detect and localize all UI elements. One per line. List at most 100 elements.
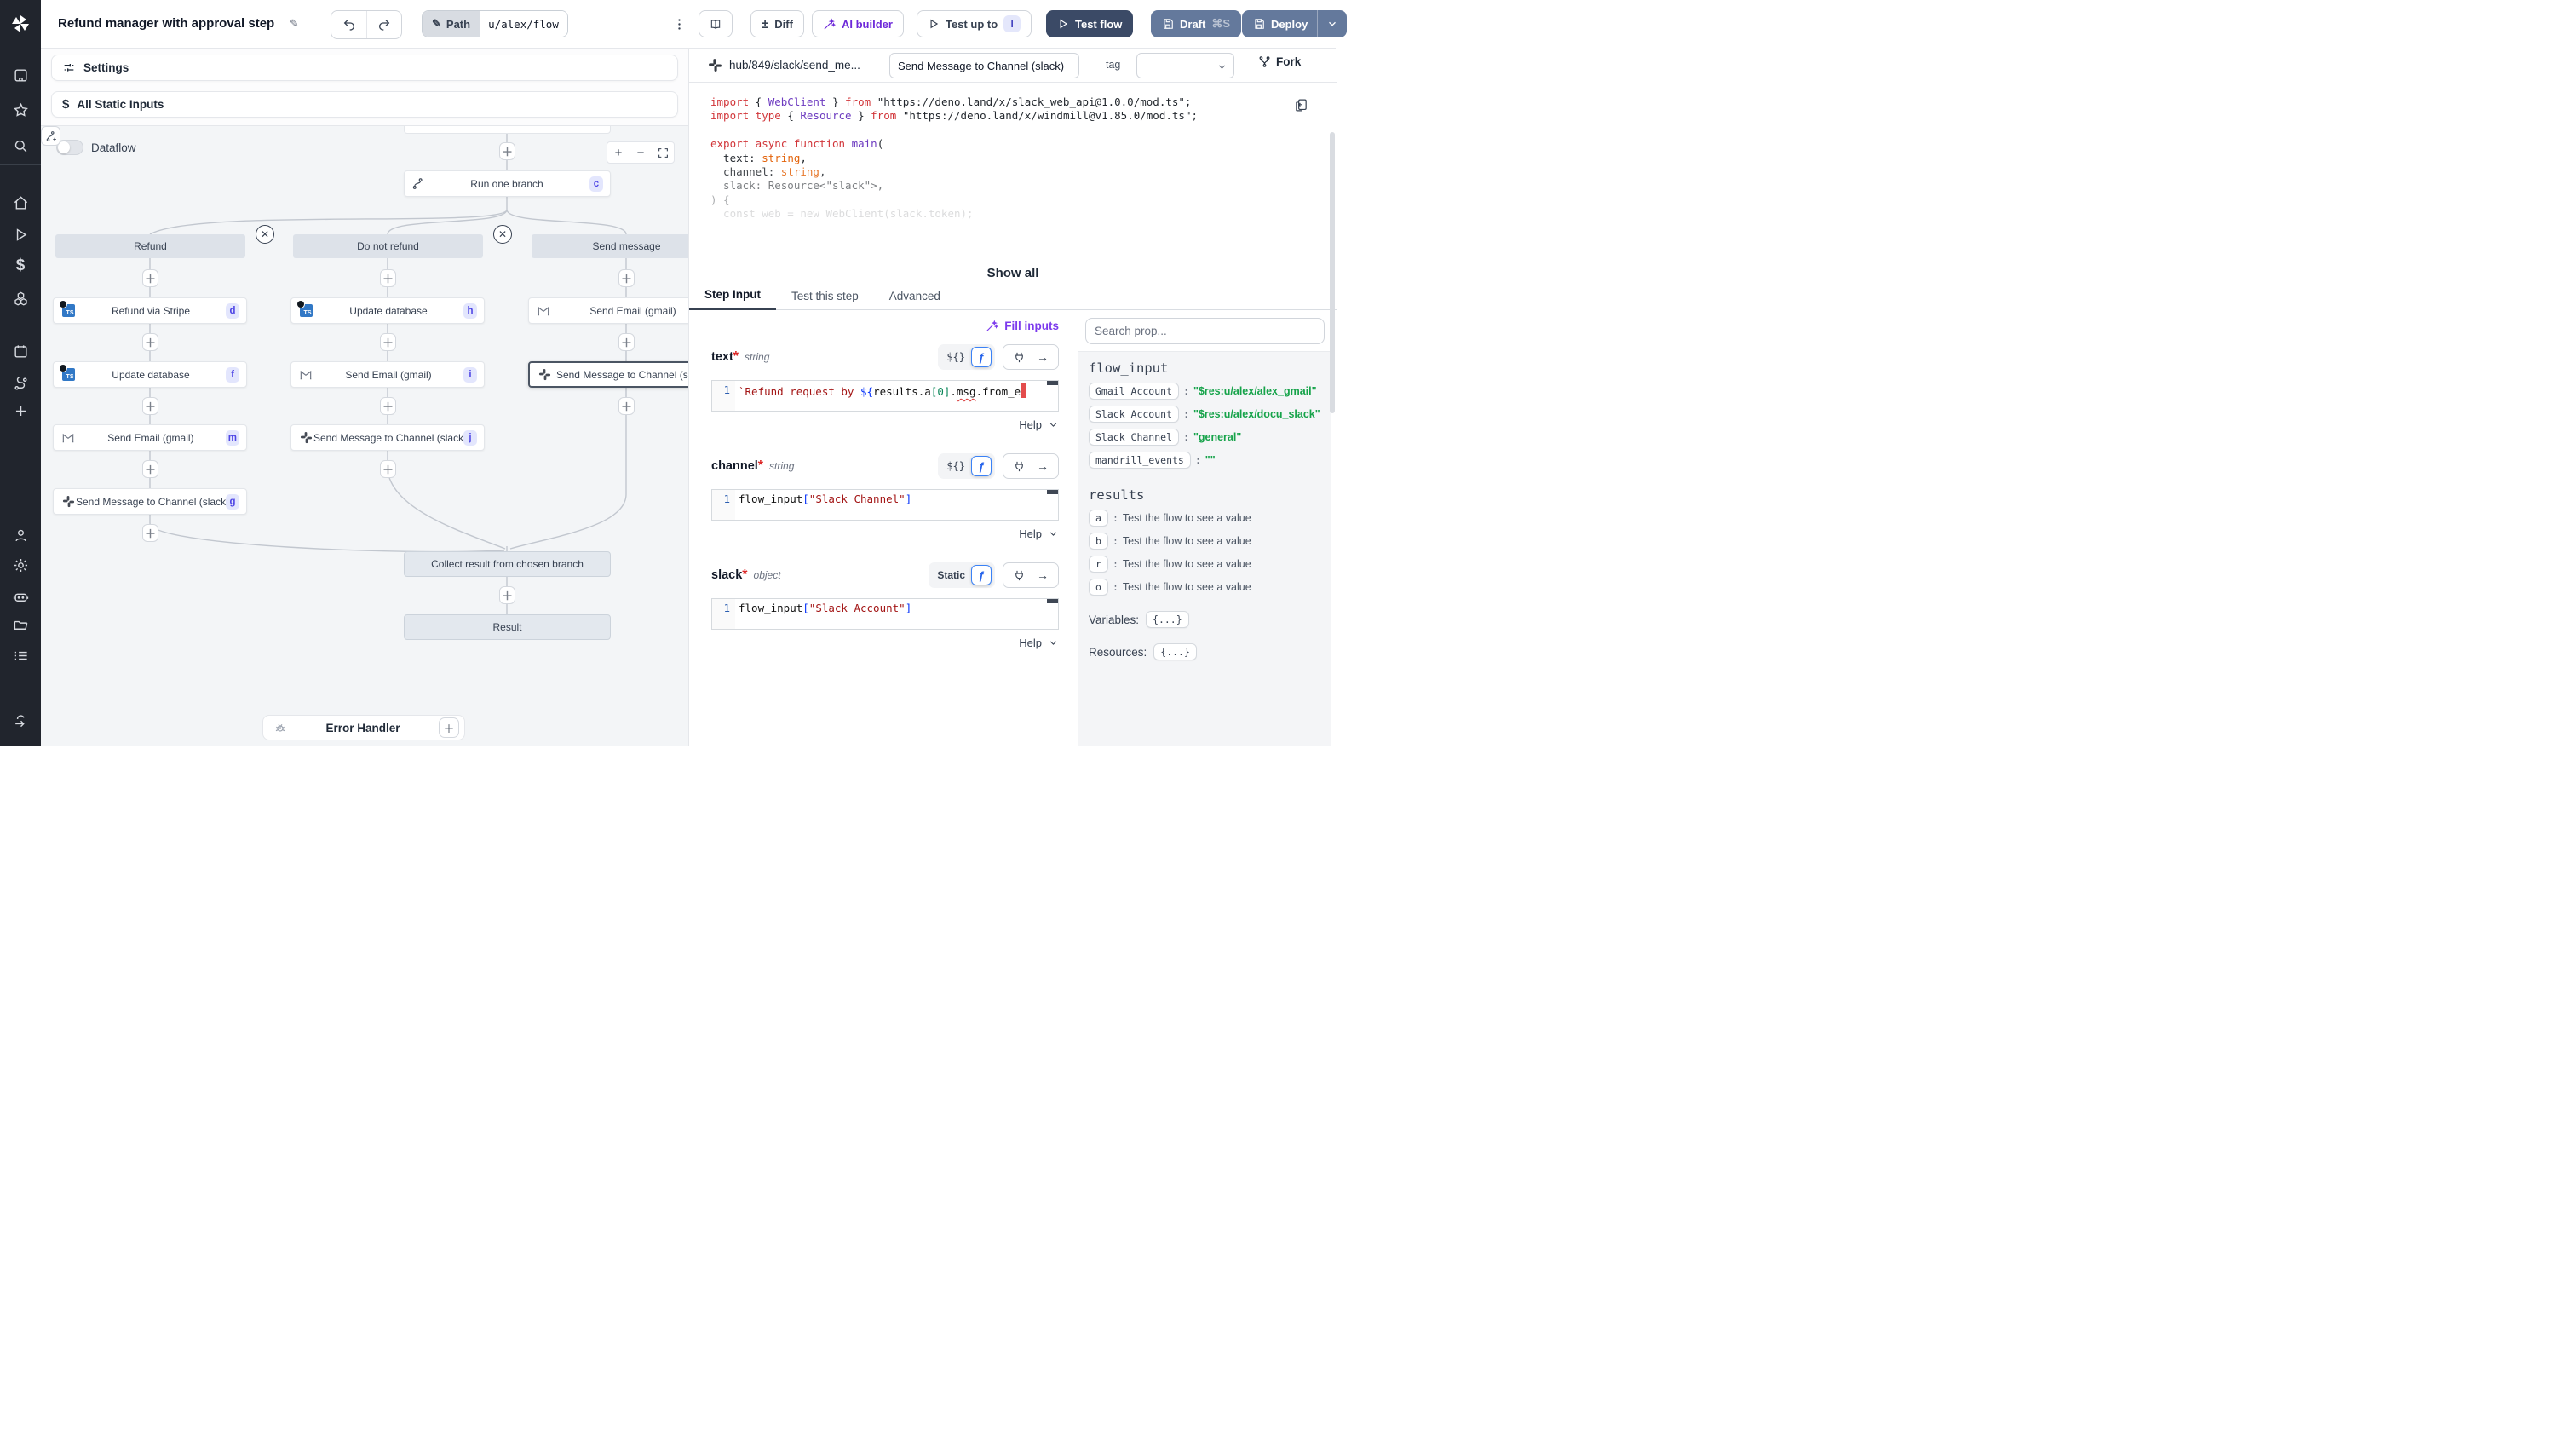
- fill-inputs-button[interactable]: Fill inputs: [711, 320, 1059, 332]
- insert-step-plus[interactable]: ＋: [142, 524, 158, 542]
- insert-step-plus[interactable]: ＋: [380, 397, 396, 415]
- input-node-partial[interactable]: [404, 126, 611, 134]
- help-toggle[interactable]: Help: [711, 418, 1059, 431]
- tab-advanced[interactable]: Advanced: [888, 289, 940, 302]
- logs-list-icon[interactable]: [0, 642, 41, 668]
- more-menu-button[interactable]: [667, 10, 692, 37]
- test-up-to-button[interactable]: Test up to l: [917, 10, 1032, 37]
- tab-step-input[interactable]: Step Input: [689, 281, 776, 310]
- result-key-pill[interactable]: o: [1089, 579, 1108, 596]
- dataflow-toggle[interactable]: [56, 140, 83, 155]
- insert-step-plus[interactable]: ＋: [380, 269, 396, 287]
- star-icon[interactable]: [0, 97, 41, 123]
- insert-step-plus[interactable]: ＋: [142, 333, 158, 351]
- fit-view-button[interactable]: [652, 141, 674, 164]
- undo-button[interactable]: [331, 11, 366, 38]
- result-key-pill[interactable]: a: [1089, 510, 1108, 527]
- insert-step-plus[interactable]: ＋: [618, 269, 635, 287]
- template-mode-button[interactable]: ${}: [946, 460, 965, 472]
- variables-pill[interactable]: {...}: [1146, 611, 1189, 628]
- result-node[interactable]: Result: [404, 614, 611, 640]
- resources-icon[interactable]: [0, 285, 41, 311]
- panel-scrollbar[interactable]: [1330, 132, 1335, 788]
- home-icon[interactable]: [0, 190, 41, 216]
- plug-icon-button[interactable]: [1007, 455, 1031, 477]
- tag-select[interactable]: [1136, 53, 1234, 78]
- insert-step-plus[interactable]: ＋: [499, 142, 515, 160]
- arrow-right-button[interactable]: →: [1037, 459, 1049, 473]
- workers-robot-icon[interactable]: [0, 584, 41, 609]
- plug-icon-button[interactable]: [1007, 346, 1031, 368]
- exit-icon[interactable]: [0, 707, 41, 733]
- zoom-in-button[interactable]: +: [614, 145, 623, 160]
- slack-expression-editor[interactable]: 1 flow_input["Slack Account"]: [711, 598, 1059, 630]
- props-scroll-area[interactable]: flow_input Gmail Account: "$res:u/alex/al…: [1078, 351, 1331, 746]
- draft-button[interactable]: Draft ⌘S: [1151, 10, 1242, 37]
- flow-node[interactable]: Send Message to Channel (slack) j: [290, 424, 485, 451]
- flow-canvas[interactable]: Dataflow + − ＋ Run one branch c Refund D…: [41, 125, 688, 746]
- prop-search-input[interactable]: [1085, 318, 1325, 344]
- resources-pill[interactable]: {...}: [1153, 643, 1197, 660]
- windmill-logo-icon[interactable]: [0, 7, 41, 41]
- text-expression-editor[interactable]: 1 `Refund request by ${results.a[0].msg.…: [711, 380, 1059, 412]
- insert-step-plus[interactable]: ＋: [499, 586, 515, 604]
- insert-step-plus[interactable]: ＋: [618, 397, 635, 415]
- script-hub-path[interactable]: hub/849/slack/send_me...: [729, 59, 860, 72]
- insert-step-plus[interactable]: ＋: [142, 460, 158, 478]
- help-toggle[interactable]: Help: [711, 636, 1059, 649]
- add-error-handler-button[interactable]: ＋: [439, 717, 459, 738]
- schedules-icon[interactable]: [0, 338, 41, 364]
- help-toggle[interactable]: Help: [711, 527, 1059, 540]
- test-flow-button[interactable]: Test flow: [1046, 10, 1134, 37]
- step-summary-input[interactable]: [889, 53, 1079, 78]
- deploy-dropdown-chevron[interactable]: [1317, 10, 1346, 37]
- flow-node[interactable]: TS Update database f: [53, 361, 247, 388]
- flow-node[interactable]: Send Message to Channel (slack) g: [53, 488, 247, 515]
- flow-node[interactable]: Send Email (gmail) m: [53, 424, 247, 451]
- branch-header[interactable]: Do not refund: [293, 234, 483, 258]
- function-mode-button[interactable]: ƒ: [971, 456, 992, 476]
- insert-step-plus[interactable]: ＋: [380, 333, 396, 351]
- tab-test-this-step[interactable]: Test this step: [791, 289, 859, 302]
- flow-node[interactable]: Send Email (gmail) i: [290, 361, 485, 388]
- flow-title[interactable]: Refund manager with approval step: [58, 16, 275, 31]
- all-static-inputs-card[interactable]: $ All Static Inputs: [51, 91, 678, 118]
- static-mode-button[interactable]: Static: [937, 569, 965, 581]
- edit-path-button[interactable]: ✎ Path: [423, 11, 480, 37]
- prop-key-pill[interactable]: Slack Channel: [1089, 429, 1180, 446]
- edit-title-pencil-icon[interactable]: ✎: [290, 17, 299, 30]
- add-icon[interactable]: [0, 398, 41, 423]
- zoom-out-button[interactable]: −: [636, 145, 645, 160]
- function-mode-button[interactable]: ƒ: [971, 565, 992, 585]
- channel-expression-editor[interactable]: 1 flow_input["Slack Channel"]: [711, 489, 1059, 521]
- fork-button[interactable]: Fork: [1258, 55, 1301, 68]
- flow-node[interactable]: TS Update database h: [290, 297, 485, 324]
- insert-step-plus[interactable]: ＋: [618, 333, 635, 351]
- path-value[interactable]: u/alex/flow: [480, 11, 567, 37]
- insert-step-plus[interactable]: ＋: [142, 397, 158, 415]
- branch-header[interactable]: Refund: [55, 234, 245, 258]
- diff-button[interactable]: ± Diff: [750, 10, 804, 37]
- insert-step-plus[interactable]: ＋: [380, 460, 396, 478]
- redo-button[interactable]: [366, 11, 401, 38]
- show-all-button[interactable]: Show all: [986, 266, 1039, 280]
- prop-key-pill[interactable]: mandrill_events: [1089, 452, 1191, 469]
- branch-header[interactable]: Send message: [532, 234, 688, 258]
- add-branch-button[interactable]: [41, 126, 60, 146]
- insert-step-plus[interactable]: ＋: [142, 269, 158, 287]
- template-mode-button[interactable]: ${}: [946, 351, 965, 363]
- arrow-right-button[interactable]: →: [1037, 350, 1049, 364]
- remove-branch-button[interactable]: ✕: [493, 225, 512, 244]
- plug-icon-button[interactable]: [1007, 564, 1031, 586]
- function-mode-button[interactable]: ƒ: [971, 347, 992, 367]
- remove-branch-button[interactable]: ✕: [256, 225, 274, 244]
- prop-key-pill[interactable]: Gmail Account: [1089, 383, 1180, 400]
- variables-icon[interactable]: $: [15, 256, 26, 274]
- search-icon[interactable]: [0, 133, 41, 158]
- runs-icon[interactable]: [0, 222, 41, 247]
- flow-node[interactable]: Send Email (gmail): [528, 297, 688, 324]
- copy-code-icon[interactable]: [1294, 98, 1308, 112]
- folders-icon[interactable]: [0, 612, 41, 637]
- arrow-right-button[interactable]: →: [1037, 568, 1049, 582]
- docs-book-button[interactable]: [699, 10, 733, 37]
